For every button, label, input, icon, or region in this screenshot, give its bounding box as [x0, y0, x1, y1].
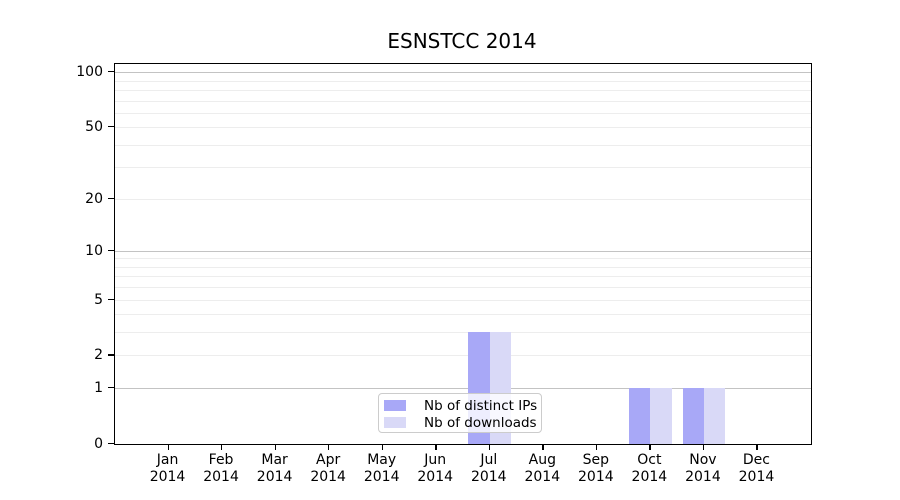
- y-tick-mark: [108, 197, 114, 199]
- x-tick-mark: [328, 444, 330, 450]
- x-tick-label: Mar 2014: [256, 452, 293, 485]
- x-tick-mark: [488, 444, 491, 450]
- bar-oct-distinct-ips: [628, 388, 651, 444]
- y-tick-label: 20: [85, 190, 103, 207]
- x-tick-label: Jul 2014: [470, 452, 507, 485]
- minor-gridline: [115, 314, 811, 316]
- y-tick-label: 50: [85, 119, 103, 136]
- x-tick-label: Jan 2014: [149, 452, 186, 485]
- x-tick-label: Apr 2014: [310, 452, 346, 485]
- legend-item-downloads: Nb of downloads: [384, 414, 541, 431]
- x-tick-label: Oct 2014: [631, 452, 668, 485]
- plot-area: [114, 63, 812, 445]
- y-tick-mark: [108, 387, 114, 389]
- y-tick-mark: [108, 126, 114, 128]
- y-tick-label: 5: [94, 291, 103, 308]
- y-tick-mark: [108, 298, 114, 300]
- legend-label-distinct-ips: Nb of distinct IPs: [424, 397, 538, 414]
- x-tick-label: Aug 2014: [524, 452, 561, 485]
- x-tick-mark: [595, 444, 598, 450]
- major-gridline: [115, 72, 811, 74]
- minor-gridline: [115, 276, 811, 278]
- x-tick-label: Feb 2014: [203, 452, 239, 485]
- x-tick-mark: [649, 444, 651, 450]
- minor-gridline: [115, 167, 811, 169]
- minor-gridline: [115, 332, 811, 334]
- x-tick-mark: [274, 444, 276, 450]
- y-tick-label: 1: [94, 380, 103, 397]
- minor-gridline: [115, 287, 811, 289]
- x-tick-label: Jun 2014: [417, 452, 454, 485]
- minor-gridline: [115, 144, 811, 146]
- minor-gridline: [115, 258, 811, 260]
- y-tick-label: 2: [94, 347, 103, 364]
- y-tick-mark: [108, 71, 114, 73]
- y-tick-mark: [108, 354, 114, 356]
- y-tick-label: 100: [76, 64, 103, 81]
- x-tick-label: May 2014: [363, 452, 400, 485]
- legend-label-downloads: Nb of downloads: [424, 414, 537, 431]
- minor-gridline: [115, 266, 811, 268]
- minor-gridline: [115, 299, 811, 301]
- x-tick-mark: [702, 444, 705, 450]
- x-tick-mark: [756, 444, 758, 450]
- bar-nov-distinct-ips: [682, 388, 704, 444]
- minor-gridline: [115, 127, 811, 129]
- x-tick-mark: [221, 444, 223, 450]
- y-tick-mark: [108, 443, 114, 445]
- x-tick-mark: [435, 444, 437, 450]
- x-tick-label: Dec 2014: [738, 452, 775, 485]
- legend: Nb of distinct IPs Nb of downloads: [378, 393, 542, 433]
- legend-swatch-downloads: [384, 417, 406, 428]
- x-tick-label: Nov 2014: [685, 452, 721, 485]
- y-tick-mark: [108, 249, 114, 252]
- minor-gridline: [115, 100, 811, 102]
- major-gridline: [115, 388, 811, 390]
- y-tick-label: 10: [85, 242, 103, 259]
- legend-swatch-distinct-ips: [384, 400, 406, 411]
- minor-gridline: [115, 80, 811, 82]
- x-tick-label: Sep 2014: [578, 452, 614, 485]
- bar-nov-downloads: [703, 388, 726, 444]
- chart-title: ESNSTCC 2014: [387, 29, 537, 53]
- minor-gridline: [115, 89, 811, 91]
- bar-oct-downloads: [650, 388, 672, 444]
- legend-item-distinct-ips: Nb of distinct IPs: [384, 397, 541, 414]
- minor-gridline: [115, 355, 811, 357]
- x-tick-mark: [167, 444, 169, 450]
- major-gridline: [115, 250, 811, 252]
- x-tick-mark: [381, 444, 383, 450]
- minor-gridline: [115, 198, 811, 200]
- y-tick-label: 0: [94, 436, 103, 452]
- minor-gridline: [115, 112, 811, 114]
- x-tick-mark: [542, 444, 544, 450]
